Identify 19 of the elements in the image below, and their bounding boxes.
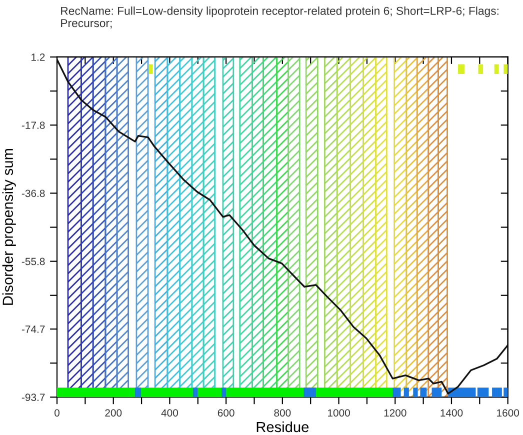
y-tick-label: -55.8 [22, 258, 45, 266]
x-tick-label: 1000 [328, 409, 350, 417]
y-tick-label: -17.8 [22, 122, 45, 129]
x-tick-label: 400 [161, 409, 178, 417]
x-tick-label: 1400 [440, 409, 463, 417]
line-series [57, 58, 508, 394]
x-tick-label: 0 [54, 409, 60, 417]
x-tick-label: 800 [274, 409, 291, 417]
x-tick-label: 600 [218, 409, 234, 417]
y-tick-label: 1.2 [32, 53, 45, 61]
x-tick-label: 200 [105, 409, 122, 417]
y-tick-label: -74.7 [22, 326, 45, 333]
x-tick-label: 1600 [497, 409, 520, 417]
chart-title: RecName: Full=Low-density lipoprotein receptor-related protein 6; Short=LRP-6; Flags: Precursor; [61, 6, 498, 29]
y-tick-label: -93.7 [22, 394, 45, 402]
x-tick-label: 1200 [384, 409, 406, 417]
y-axis-title: Disorder propensity sum [2, 149, 16, 305]
x-axis-title: Residue [256, 421, 309, 432]
y-tick-label: -36.8 [22, 190, 45, 198]
